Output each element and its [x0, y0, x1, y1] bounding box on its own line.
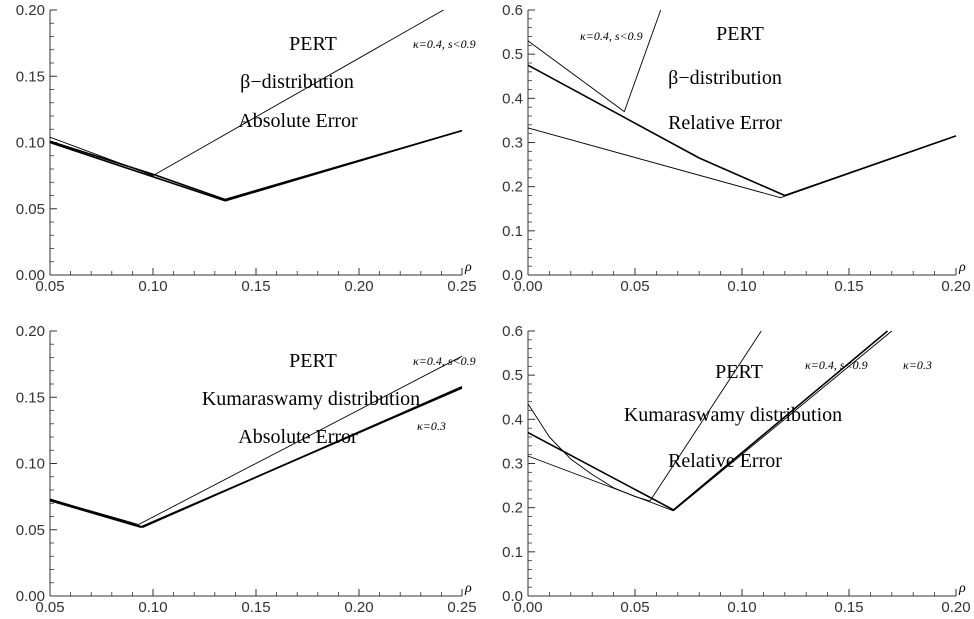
panel3-x-tick-label: 0.25: [447, 599, 476, 616]
panel4-annotation: Relative Error: [668, 450, 782, 472]
panel4-y-tick-label: 0.1: [502, 544, 523, 561]
panel3-annotation: Absolute Error: [238, 426, 358, 448]
panel4-series-line-2: [527, 330, 889, 511]
panel3-x-tick-label: 0.15: [241, 599, 270, 616]
panel4-x-tick-label: 0.15: [834, 599, 863, 616]
panel1-y-tick-label: 0.00: [16, 267, 45, 284]
panel3-y-tick-label: 0.15: [16, 389, 45, 406]
panel3-series-line-3: [49, 387, 463, 528]
panel3-x-tick-label: 0.05: [35, 599, 64, 616]
panel4-annotation: κ=0.4, s<0.9: [805, 358, 868, 372]
panel1-x-tick-label: 0.05: [35, 278, 64, 295]
panel4-x-axis-label: ρ: [958, 581, 966, 596]
panel3-annotation: Kumaraswamy distribution: [202, 388, 420, 410]
panel4-y-tick-label: 0.5: [502, 367, 523, 384]
panel1-y-tick-label: 0.20: [16, 2, 45, 19]
panel1-x-axis-label: ρ: [464, 260, 472, 275]
panel2-series-line-3: [527, 127, 957, 199]
panel1-x-tick-label: 0.25: [447, 278, 476, 295]
panel3-annotation: κ=0.3: [417, 419, 446, 433]
panel1-annotation: β−distribution: [240, 71, 354, 93]
panel4-y-tick-label: 0.6: [502, 323, 523, 340]
panel2-y-tick-label: 0.4: [502, 90, 523, 107]
panel2-y-tick-label: 0.1: [502, 223, 523, 240]
panel2-annotation: β−distribution: [668, 67, 782, 89]
panel2-y-tick-label: 0.3: [502, 135, 523, 152]
panel4-x-tick-label: 0.00: [513, 599, 542, 616]
panel1-x-tick-label: 0.10: [138, 278, 167, 295]
panel4-series-line-3: [527, 330, 893, 512]
panel1-x-tick-label: 0.15: [241, 278, 270, 295]
panel4-y-tick-label: 0.0: [502, 588, 523, 605]
panel3-annotation: κ=0.4, s<0.9: [413, 354, 476, 368]
panel3-y-tick-label: 0.10: [16, 456, 45, 473]
panel1-annotation: PERT: [289, 33, 337, 55]
panel2-y-tick-label: 0.6: [502, 2, 523, 19]
panel2-annotation: Relative Error: [668, 112, 782, 134]
panel1-series-line-2: [49, 129, 463, 201]
panel3-x-tick-label: 0.10: [138, 599, 167, 616]
panel2-annotation: κ=0.4, s<0.9: [580, 29, 643, 43]
panel4-annotation: Kumaraswamy distribution: [624, 404, 842, 426]
panel1-y-tick-label: 0.05: [16, 201, 45, 218]
panel3-y-tick-label: 0.20: [16, 323, 45, 340]
panel1-y-tick-label: 0.10: [16, 135, 45, 152]
panel1-x-tick-label: 0.20: [344, 278, 373, 295]
panel2-x-tick-label: 0.10: [727, 278, 756, 295]
panel2-y-tick-label: 0.2: [502, 179, 523, 196]
panel2-x-axis-label: ρ: [958, 260, 966, 275]
panel1-annotation: κ=0.4, s<0.9: [413, 37, 476, 51]
panel4-y-tick-label: 0.4: [502, 411, 523, 428]
panel1-series-line-1: [49, 9, 444, 177]
panel4-y-tick-label: 0.3: [502, 456, 523, 473]
panel1-series-line-3: [49, 129, 463, 202]
panel4-annotation: κ=0.3: [903, 358, 932, 372]
panel2-annotation: PERT: [716, 23, 764, 45]
panel2-x-tick-label: 0.05: [620, 278, 649, 295]
panel4-x-tick-label: 0.05: [620, 599, 649, 616]
panel2-x-tick-label: 0.15: [834, 278, 863, 295]
panel3-annotation: PERT: [289, 350, 337, 372]
panel3-x-axis-label: ρ: [464, 581, 472, 596]
panel4-x-tick-label: 0.10: [727, 599, 756, 616]
panel4-y-tick-label: 0.2: [502, 500, 523, 517]
panel3-x-tick-label: 0.20: [344, 599, 373, 616]
panel4-series-line-1: [527, 330, 762, 502]
panel2-y-tick-label: 0.5: [502, 46, 523, 63]
panel3-y-tick-label: 0.00: [16, 588, 45, 605]
panel1-annotation: Absolute Error: [238, 110, 358, 132]
panel3-y-tick-label: 0.05: [16, 522, 45, 539]
panel2-x-tick-label: 0.00: [513, 278, 542, 295]
panel2-series-line-1: [527, 9, 662, 113]
panel4-x-tick-label: 0.20: [941, 599, 970, 616]
panel2-y-tick-label: 0.0: [502, 267, 523, 284]
panel4-annotation: PERT: [715, 361, 763, 383]
panel2-x-tick-label: 0.20: [941, 278, 970, 295]
panel1-y-tick-label: 0.15: [16, 68, 45, 85]
